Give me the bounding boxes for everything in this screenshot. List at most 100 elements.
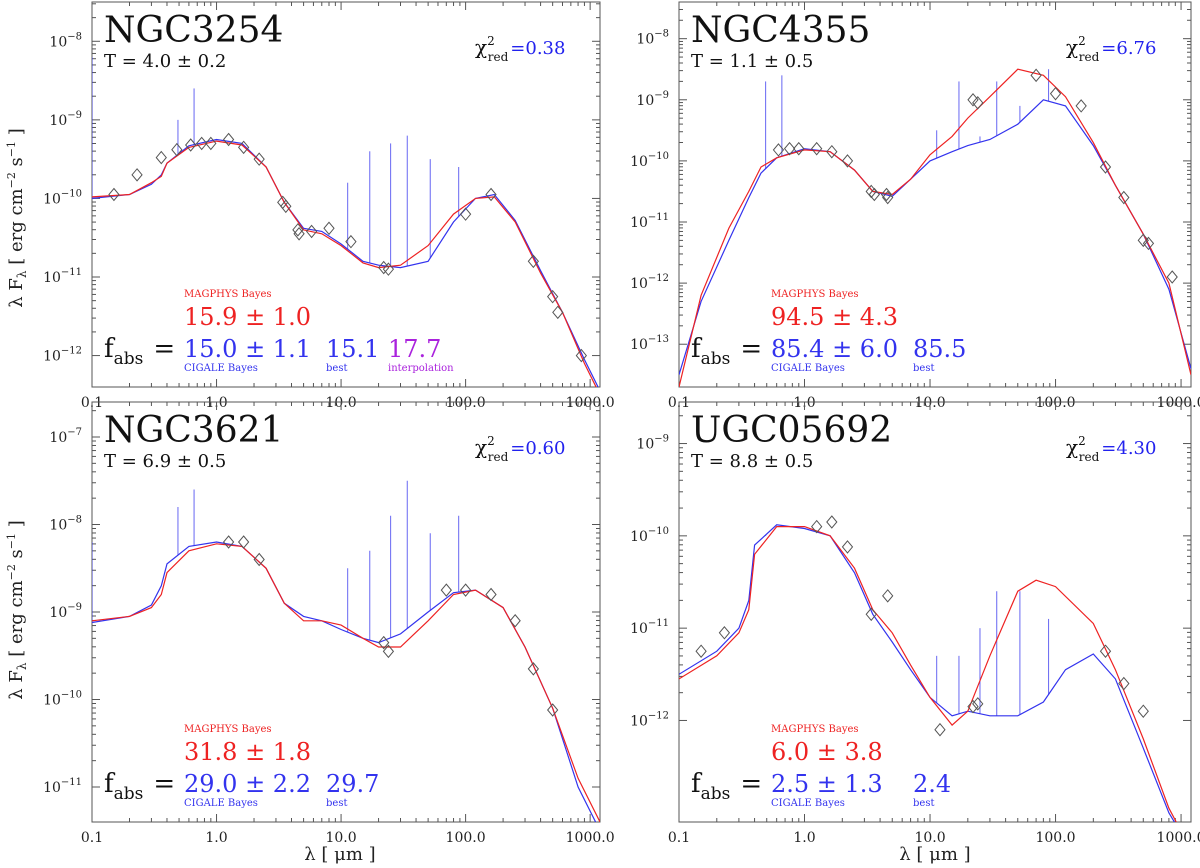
observation-point [293, 227, 305, 241]
morph-type: T = 8.8 ± 0.5 [691, 451, 813, 472]
observation-point [205, 136, 217, 151]
cigale-title: CIGALE Bayes [771, 363, 845, 374]
observation-point [772, 143, 785, 157]
best-title: best [326, 798, 347, 809]
plot-area [92, 57, 599, 387]
observation-point [253, 552, 265, 567]
panel-ngc3621: 0.1 1.0 10.0 100.0 1000.0 10−11 10−10 10−9 10−8 1… [43, 401, 615, 846]
observation-point [967, 92, 979, 107]
observation-point [509, 613, 521, 628]
fabs-label: fabs = [691, 334, 762, 369]
y-tick-label: 10−12 [630, 273, 669, 292]
magphys-title: MAGPHYS Bayes [771, 724, 859, 735]
observation-point [546, 289, 559, 304]
cigale-title: CIGALE Bayes [184, 798, 258, 809]
cigale-value: 2.5 ± 1.3 [771, 770, 883, 798]
observation-point [1137, 233, 1149, 248]
observation-point [292, 223, 304, 237]
y-tick-label: 10−9 [636, 90, 669, 109]
x-tick-label: 100.0 [446, 830, 486, 846]
observation-point [841, 540, 854, 554]
observation-point [811, 519, 823, 534]
observation-point [253, 152, 265, 166]
y-tick-label: 10−10 [43, 690, 82, 709]
observation-point [718, 625, 731, 640]
magphys-model-curve [679, 68, 1191, 387]
best-value: 2.4 [913, 770, 951, 798]
observation-point [382, 644, 395, 659]
x-axis-label-left: λ [ μm ] [304, 844, 375, 865]
observation-point [485, 587, 497, 602]
magphys-value: 15.9 ± 1.0 [184, 303, 311, 331]
observation-point [882, 190, 894, 205]
observation-point [1166, 270, 1178, 284]
morph-type: T = 6.9 ± 0.5 [104, 451, 226, 472]
observation-point [972, 697, 984, 711]
x-tick-label: 1000.0 [1157, 395, 1200, 411]
y-axis-label-top: λ Fλ [ erg cm−2 s−1 ] [5, 128, 29, 308]
panel-ugc05692: 0.1 1.0 10.0 100.0 1000.0 10−12 10−11 10−10 10−9… [630, 401, 1200, 846]
observation-point [527, 662, 540, 676]
cigale-model-curve [679, 99, 1191, 375]
y-tick-label: 10−8 [636, 29, 669, 48]
best-title: best [913, 798, 934, 809]
fabs-label: fabs = [104, 334, 175, 369]
observation-point [972, 96, 984, 110]
observation-point [1118, 676, 1130, 691]
y-tick-label: 10−12 [630, 710, 669, 729]
y-tick-label: 10−11 [43, 267, 82, 286]
svg-text:λ Fλ [ erg cm−2 s−1 ]: λ Fλ [ erg cm−2 s−1 ] [5, 520, 29, 700]
y-tick-label: 10−11 [43, 777, 82, 796]
observation-point [882, 589, 894, 603]
observation-point [1099, 644, 1112, 659]
observation-point [171, 142, 183, 157]
magphys-title: MAGPHYS Bayes [184, 724, 272, 735]
observation-point [546, 703, 559, 717]
fabs-label: fabs = [691, 769, 762, 804]
magphys-title: MAGPHYS Bayes [184, 289, 272, 300]
cigale-title: CIGALE Bayes [771, 798, 845, 809]
x-tick-label: 100.0 [1035, 830, 1075, 846]
plot-frame [678, 1, 1192, 388]
observation-point [155, 150, 167, 165]
magphys-value: 94.5 ± 4.3 [771, 303, 898, 331]
observation-point [382, 262, 395, 276]
cigale-model-curve [679, 524, 1176, 822]
observation-point [1030, 68, 1042, 83]
observation-point [826, 144, 838, 159]
magphys-model-curve [92, 140, 597, 387]
best-value: 29.7 [326, 770, 379, 798]
y-tick-label: 10−10 [630, 151, 669, 170]
observation-point [459, 207, 472, 221]
observation-point [967, 699, 979, 714]
best-value: 15.1 [326, 335, 379, 363]
magphys-model-curve [92, 543, 600, 822]
plot-area [92, 480, 600, 822]
observation-point [222, 535, 235, 549]
y-tick-label: 10−12 [43, 346, 82, 365]
magphys-value: 6.0 ± 3.8 [771, 738, 883, 766]
y-tick-label: 10−7 [49, 427, 82, 446]
observation-point [865, 607, 877, 622]
y-tick-label: 10−11 [630, 212, 669, 231]
panel-ngc4355: 0.11.010.0100.01000.010−1310−1210−1110−1… [630, 1, 1200, 411]
observation-point [280, 199, 292, 214]
plot-area [679, 68, 1191, 387]
cigale-value: 15.0 ± 1.1 [184, 335, 311, 363]
x-tick-label: 1000.0 [566, 830, 615, 846]
observation-point [185, 138, 197, 152]
x-tick-label: 10.0 [914, 830, 945, 846]
observation-point [1118, 190, 1130, 205]
observation-point [196, 136, 208, 151]
morph-type: T = 1.1 ± 0.5 [691, 51, 813, 72]
observation-point [527, 254, 540, 269]
panel-ngc3254: 0.1 1.0 10.0 100.0 1000.010−1210−1110−1010−9… [43, 1, 615, 411]
observation-point [793, 141, 805, 156]
y-tick-label: 10−8 [49, 31, 82, 50]
x-axis-label-right: λ [ μm ] [899, 844, 970, 865]
observation-point [552, 305, 564, 320]
y-tick-label: 10−9 [636, 434, 669, 453]
